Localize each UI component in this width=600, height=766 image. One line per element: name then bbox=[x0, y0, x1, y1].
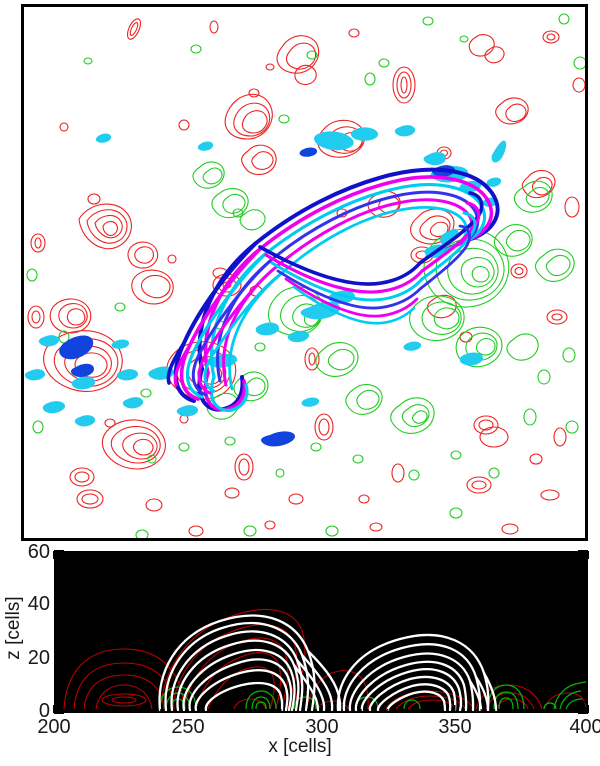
ytick-20: 20 bbox=[27, 647, 50, 669]
xtick-250: 250 bbox=[171, 716, 205, 738]
xtick-350: 350 bbox=[438, 716, 472, 738]
top-panel-topdown-view bbox=[21, 4, 588, 541]
bottom-green-contours bbox=[159, 681, 586, 710]
positive-flux-contours bbox=[27, 18, 585, 537]
x-axis-title: x [cells] bbox=[268, 736, 332, 757]
bottom-panel-side-view bbox=[54, 551, 588, 713]
sigmoid-fieldlines bbox=[166, 167, 500, 413]
ytick-40: 40 bbox=[27, 593, 50, 615]
ytick-60: 60 bbox=[27, 541, 50, 563]
ytick-0: 0 bbox=[38, 700, 50, 722]
bottom-plot-area bbox=[56, 553, 586, 711]
top-plot-area bbox=[24, 7, 585, 538]
bottom-panel-svg bbox=[56, 553, 586, 711]
y-axis-title: z [cells] bbox=[3, 596, 24, 660]
xtick-200: 200 bbox=[37, 716, 71, 738]
xtick-400: 400 bbox=[569, 716, 600, 738]
bottom-white-fieldlines bbox=[158, 614, 498, 711]
xtick-300: 300 bbox=[305, 716, 339, 738]
top-panel-svg bbox=[24, 13, 585, 538]
